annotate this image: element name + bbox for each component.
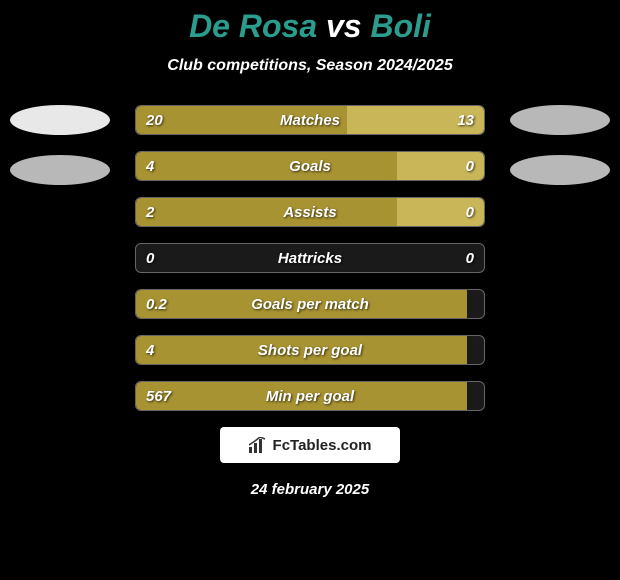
stat-label: Hattricks	[136, 244, 484, 272]
footer-logo[interactable]: FcTables.com	[220, 427, 400, 463]
stat-row: 2013Matches	[135, 105, 485, 135]
chart-icon	[249, 437, 267, 453]
title-player1: De Rosa	[189, 8, 317, 44]
footer-logo-text: FcTables.com	[273, 437, 372, 454]
player1-oval-1	[10, 105, 110, 135]
comparison-container: De Rosa vs Boli Club competitions, Seaso…	[0, 0, 620, 580]
stat-row: 40Goals	[135, 151, 485, 181]
stat-row: 00Hattricks	[135, 243, 485, 273]
stat-row: 567Min per goal	[135, 381, 485, 411]
stat-row: 0.2Goals per match	[135, 289, 485, 319]
page-title: De Rosa vs Boli	[0, 8, 620, 45]
right-ovals	[510, 105, 610, 205]
stat-label: Matches	[136, 106, 484, 134]
stat-label: Goals	[136, 152, 484, 180]
subtitle: Club competitions, Season 2024/2025	[0, 57, 620, 75]
footer-date: 24 february 2025	[0, 481, 620, 498]
player2-oval-2	[510, 155, 610, 185]
stat-row: 4Shots per goal	[135, 335, 485, 365]
title-vs: vs	[326, 8, 362, 44]
player1-oval-2	[10, 155, 110, 185]
left-ovals	[10, 105, 110, 205]
stat-rows: 2013Matches 40Goals 20Assists 00Hattricks 0.…	[135, 105, 485, 411]
player2-oval-1	[510, 105, 610, 135]
stat-label: Assists	[136, 198, 484, 226]
title-player2: Boli	[370, 8, 430, 44]
stat-row: 20Assists	[135, 197, 485, 227]
stat-label: Goals per match	[136, 290, 484, 318]
stat-label: Min per goal	[136, 382, 484, 410]
stats-area: 2013Matches 40Goals 20Assists 00Hattricks 0.…	[0, 105, 620, 411]
stat-label: Shots per goal	[136, 336, 484, 364]
